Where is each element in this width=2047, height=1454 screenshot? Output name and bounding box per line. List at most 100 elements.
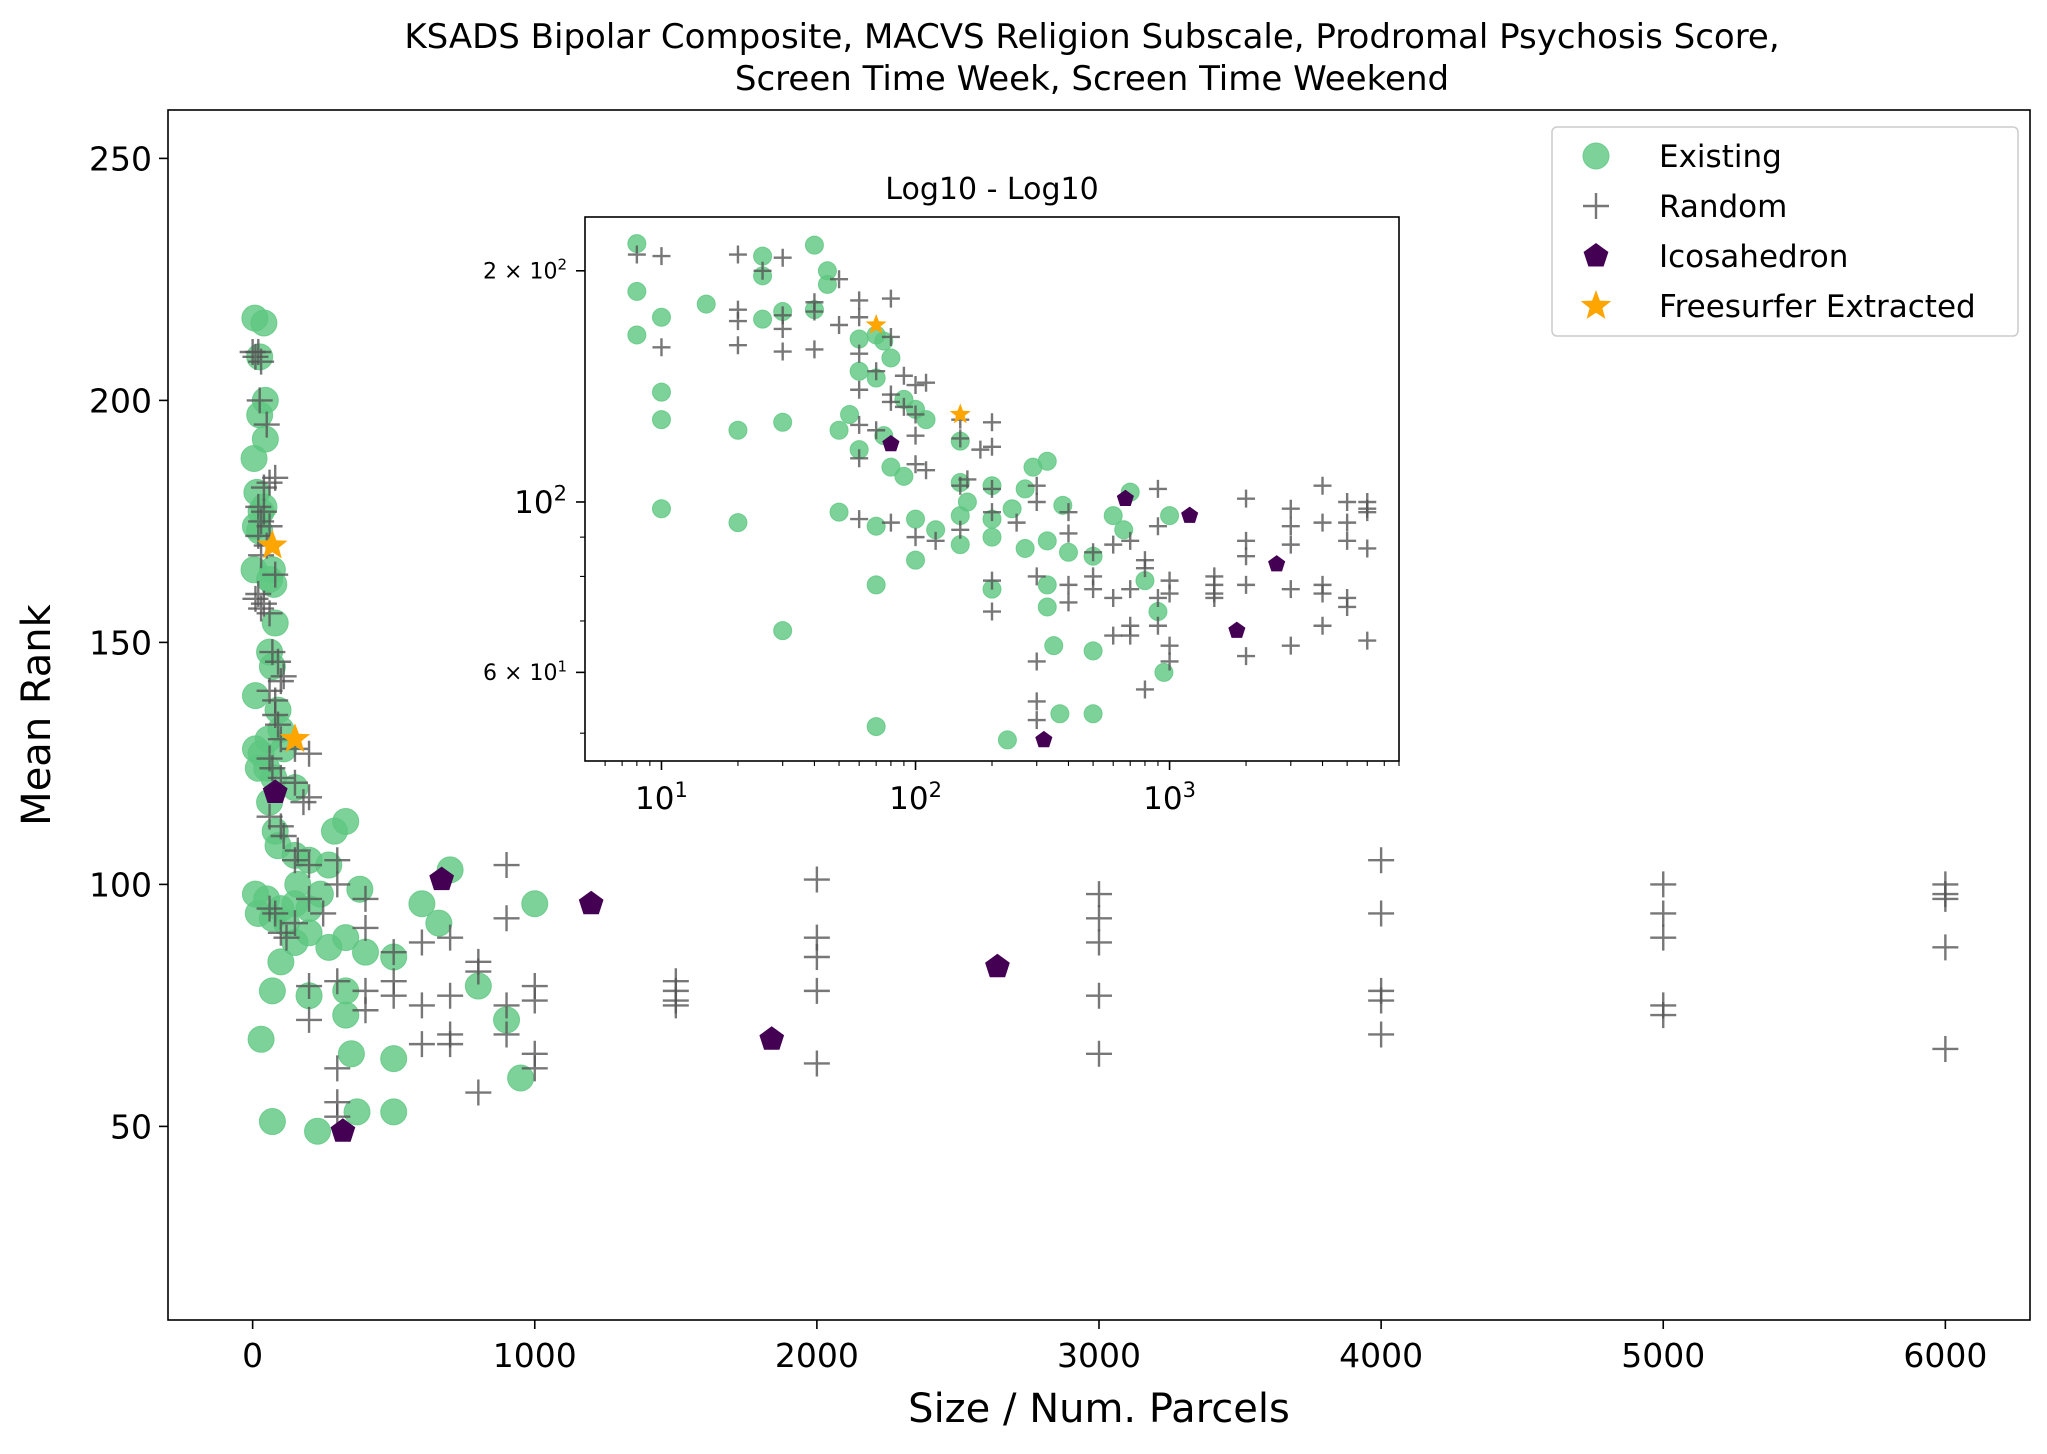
legend-label: Existing bbox=[1659, 139, 1782, 175]
data-point bbox=[803, 1050, 830, 1077]
data-point bbox=[257, 529, 288, 559]
data-point bbox=[408, 1031, 435, 1058]
inset-data-point bbox=[850, 344, 869, 363]
inset-data-point bbox=[1059, 593, 1078, 612]
legend-label: Freesurfer Extracted bbox=[1659, 289, 1976, 325]
inset-data-point bbox=[728, 420, 748, 440]
inset-data-point bbox=[1002, 499, 1022, 519]
inset-data-point bbox=[1083, 704, 1103, 724]
inset-data-point bbox=[1228, 621, 1246, 638]
legend-marker bbox=[1582, 142, 1610, 170]
data-point bbox=[248, 348, 275, 375]
inset-data-point bbox=[1007, 513, 1026, 532]
inset-data-point bbox=[1059, 524, 1078, 543]
data-point bbox=[262, 561, 289, 588]
data-point bbox=[1368, 847, 1395, 874]
inset-x-tick-label: 103 bbox=[1143, 778, 1196, 817]
inset-data-point bbox=[906, 550, 926, 570]
data-point bbox=[246, 387, 273, 414]
inset-data-point bbox=[1015, 538, 1035, 558]
inset-series-random bbox=[627, 245, 1377, 730]
inset-data-point bbox=[1268, 555, 1286, 572]
data-point bbox=[408, 890, 436, 918]
inset-data-point bbox=[1358, 631, 1377, 650]
inset-y-tick-label: 2 × 102 bbox=[483, 256, 567, 285]
data-point bbox=[296, 852, 323, 879]
inset-data-point bbox=[1084, 543, 1103, 562]
legend-marker bbox=[1583, 243, 1609, 267]
inset-data-point bbox=[1114, 520, 1134, 540]
inset-data-point bbox=[906, 455, 925, 474]
inset-data-point bbox=[906, 405, 925, 424]
inset-data-point bbox=[1237, 547, 1256, 566]
data-point bbox=[380, 939, 407, 966]
inset-data-point bbox=[1148, 588, 1167, 607]
data-point bbox=[296, 784, 323, 811]
inset-data-point bbox=[1037, 451, 1057, 471]
data-point bbox=[310, 900, 337, 927]
data-point bbox=[262, 779, 288, 803]
inset-data-point bbox=[1037, 575, 1057, 595]
data-point bbox=[273, 924, 300, 951]
data-point bbox=[332, 924, 360, 952]
legend-label: Icosahedron bbox=[1659, 239, 1848, 275]
data-point bbox=[304, 1117, 332, 1145]
data-point bbox=[380, 1045, 408, 1073]
data-point bbox=[1650, 900, 1677, 927]
data-point bbox=[493, 992, 520, 1019]
inset-data-point bbox=[773, 248, 792, 267]
data-point bbox=[296, 973, 323, 1000]
data-point bbox=[258, 1108, 286, 1136]
inset-data-point bbox=[894, 466, 914, 486]
inset-data-point bbox=[983, 437, 1001, 456]
data-point bbox=[521, 1055, 548, 1082]
data-point bbox=[521, 890, 549, 918]
inset-data-point bbox=[1338, 513, 1357, 532]
inset-x-tick-label: 102 bbox=[889, 778, 942, 817]
inset-y-tick-label: 102 bbox=[514, 481, 567, 520]
inset-data-point bbox=[1027, 652, 1046, 671]
inset-data-point bbox=[728, 312, 747, 331]
inset-data-point bbox=[881, 457, 901, 477]
inset-data-point bbox=[850, 415, 869, 434]
inset-data-point bbox=[1104, 588, 1123, 607]
chart-title-line: KSADS Bipolar Composite, MACVS Religion … bbox=[404, 17, 1779, 57]
data-point bbox=[1932, 885, 1959, 912]
inset-data-point bbox=[1338, 531, 1357, 550]
inset-data-point bbox=[804, 235, 824, 255]
data-point bbox=[281, 769, 308, 796]
inset-data-point bbox=[1313, 476, 1332, 495]
data-point bbox=[337, 1040, 365, 1068]
data-point bbox=[1368, 987, 1395, 1014]
inset-data-point bbox=[1281, 517, 1300, 536]
inset-data-point bbox=[867, 421, 886, 440]
inset-data-point bbox=[882, 435, 900, 452]
data-point bbox=[258, 977, 286, 1005]
data-point bbox=[290, 789, 317, 816]
inset-data-point bbox=[1160, 506, 1180, 526]
data-point bbox=[270, 823, 297, 849]
data-point bbox=[437, 1031, 464, 1058]
inset-data-point bbox=[881, 327, 900, 346]
data-point bbox=[803, 944, 830, 970]
inset-data-point bbox=[983, 503, 1001, 522]
inset-data-point bbox=[1338, 492, 1357, 511]
data-point bbox=[1932, 1035, 1959, 1062]
data-point bbox=[803, 866, 830, 893]
inset-data-point bbox=[894, 366, 913, 385]
inset-data-point bbox=[906, 376, 925, 395]
data-point bbox=[408, 992, 435, 1019]
inset-data-point bbox=[1121, 531, 1140, 550]
data-point bbox=[429, 866, 454, 891]
inset-data-point bbox=[1148, 616, 1167, 635]
inset-data-point bbox=[1237, 575, 1256, 594]
legend: Existing Random Icosahedron Freesurfer Extr… bbox=[1551, 126, 2019, 337]
inset-data-point bbox=[865, 314, 887, 334]
data-point bbox=[296, 885, 323, 912]
inset-data-point bbox=[1015, 479, 1035, 499]
x-tick-label: 4000 bbox=[1339, 1336, 1423, 1375]
data-point bbox=[265, 648, 292, 675]
x-tick-label: 0 bbox=[242, 1336, 263, 1375]
data-point bbox=[262, 464, 289, 491]
